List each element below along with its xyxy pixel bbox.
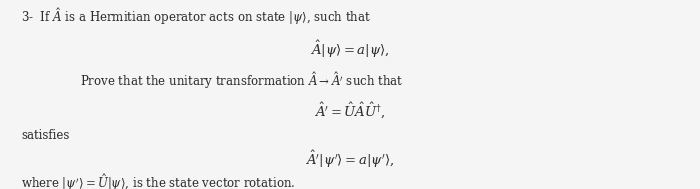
Text: Prove that the unitary transformation $\hat{A} \rightarrow \hat{A}^{\prime}$ suc: Prove that the unitary transformation $\… (80, 70, 404, 91)
Text: 3-  If $\hat{A}$ is a Hermitian operator acts on state $|\psi\rangle$, such that: 3- If $\hat{A}$ is a Hermitian operator … (21, 7, 371, 27)
Text: $\hat{A}|\psi\rangle = a|\psi\rangle$,: $\hat{A}|\psi\rangle = a|\psi\rangle$, (310, 39, 390, 60)
Text: satisfies: satisfies (21, 129, 69, 142)
Text: $\hat{A}^{\prime} = \hat{U}\hat{A}\hat{U}^{\dagger}$,: $\hat{A}^{\prime} = \hat{U}\hat{A}\hat{U… (314, 101, 386, 120)
Text: where $|\psi^{\prime}\rangle = \hat{U}|\psi\rangle$, is the state vector rotatio: where $|\psi^{\prime}\rangle = \hat{U}|\… (21, 172, 295, 189)
Text: $\hat{A}^{\prime}|\psi^{\prime}\rangle = a|\psi^{\prime}\rangle$,: $\hat{A}^{\prime}|\psi^{\prime}\rangle =… (305, 149, 395, 170)
